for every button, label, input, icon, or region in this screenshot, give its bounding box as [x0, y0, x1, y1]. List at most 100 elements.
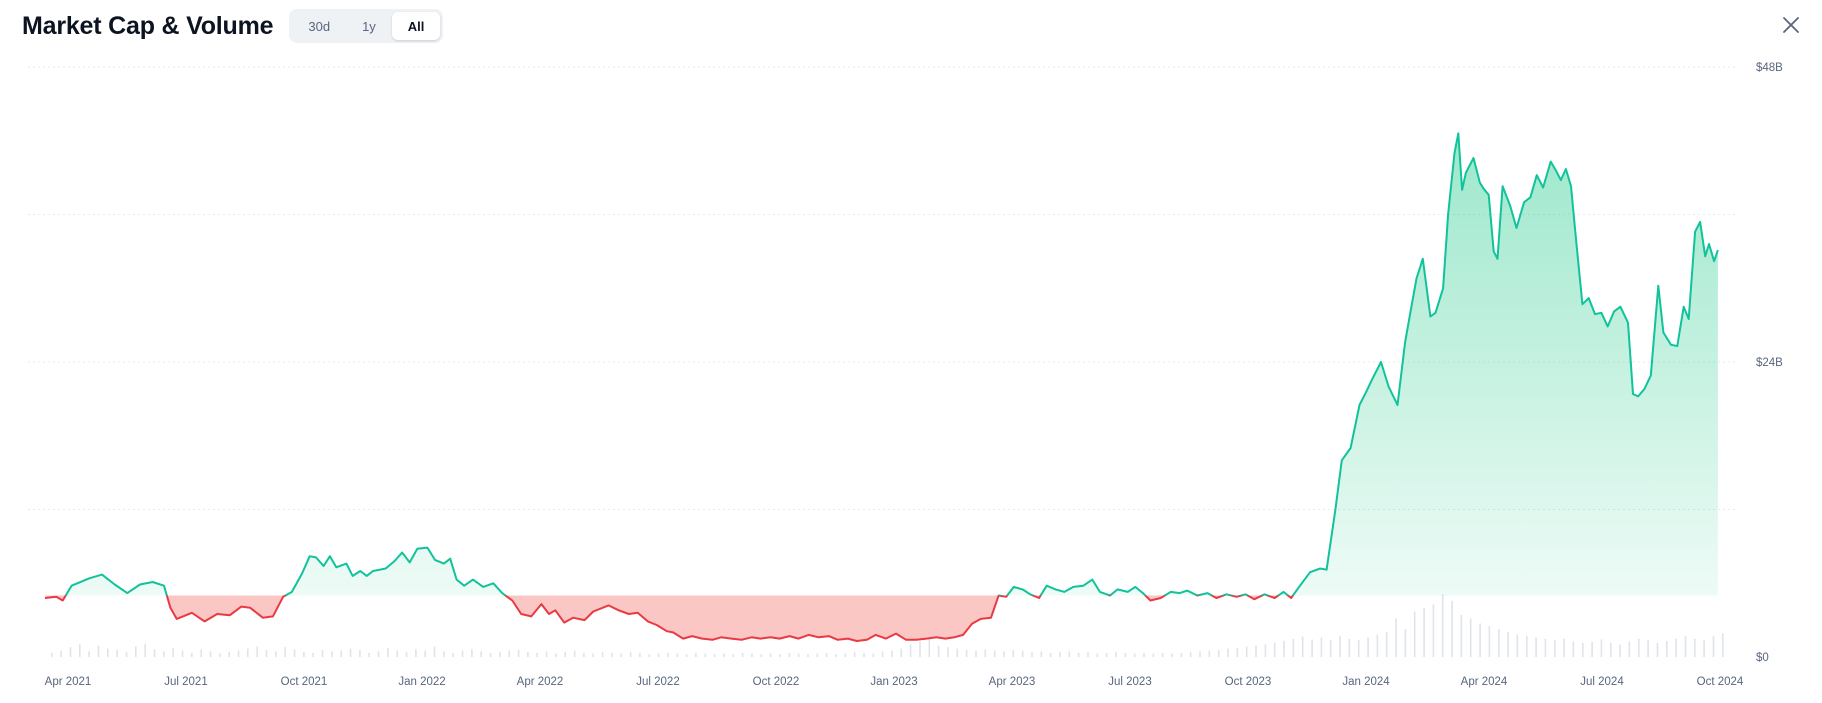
volume-bar [153, 649, 156, 657]
volume-bar [984, 649, 987, 657]
y-tick-label: $0 [1756, 652, 1769, 664]
volume-bar [1526, 636, 1528, 657]
volume-bar [116, 650, 118, 657]
volume-bar [443, 651, 445, 657]
volume-bar [1301, 636, 1304, 657]
x-tick-label: Jul 2022 [636, 676, 679, 688]
volume-bar [900, 648, 903, 657]
volume-bar [135, 646, 137, 657]
volume-bar [797, 653, 800, 657]
volume-bar [1544, 638, 1547, 657]
volume-bar [1638, 638, 1640, 657]
volume-bar [1367, 637, 1369, 657]
volume-bar [219, 653, 221, 657]
volume-bar [1245, 646, 1248, 657]
volume-bar [172, 647, 174, 657]
volume-bar [583, 652, 585, 657]
volume-bar [732, 654, 735, 657]
x-tick-label: Jan 2023 [870, 676, 917, 688]
volume-bar [555, 653, 557, 657]
volume-bar [1273, 643, 1276, 657]
volume-bar [303, 652, 305, 657]
volume-bar [947, 647, 949, 657]
volume-bar [284, 647, 286, 657]
volume-bar [993, 650, 996, 657]
range-selector: 30d 1y All [289, 9, 444, 43]
volume-bar [433, 646, 436, 657]
y-tick-label: $24B [1756, 357, 1783, 369]
volume-bar [713, 654, 716, 657]
range-30d-button[interactable]: 30d [292, 12, 346, 40]
volume-bar [79, 644, 81, 657]
volume-bar [1068, 651, 1071, 657]
volume-bar [1180, 652, 1183, 657]
volume-bar [975, 650, 977, 657]
volume-bar [573, 650, 576, 657]
volume-bar [1535, 637, 1537, 657]
volume-bar [863, 652, 865, 657]
volume-bar [1040, 651, 1043, 657]
volume-bar [667, 652, 669, 657]
volume-bar [779, 654, 781, 657]
volume-bar [60, 650, 62, 657]
volume-bar [1498, 629, 1500, 657]
volume-bar [452, 652, 454, 657]
volume-bar [396, 650, 398, 657]
volume-bar [508, 650, 510, 657]
series-line-below [44, 595, 1295, 642]
volume-bar [331, 651, 333, 657]
series-lines [44, 132, 1719, 642]
x-tick-label: Apr 2024 [1461, 676, 1508, 688]
volume-bar [1479, 623, 1481, 657]
volume-bar [1348, 638, 1351, 657]
volume-bar [1292, 638, 1295, 657]
volume-bar [517, 650, 520, 657]
volume-bar [1217, 650, 1220, 657]
volume-bar [1572, 641, 1575, 657]
range-1y-button[interactable]: 1y [346, 12, 392, 40]
volume-bar [247, 648, 249, 657]
volume-bar [639, 652, 641, 657]
volume-bar [349, 648, 352, 657]
volume-bar [181, 650, 184, 657]
volume-bar [881, 651, 884, 657]
volume-bar [1694, 638, 1696, 657]
volume-bar [1077, 652, 1080, 657]
volume-bar [1507, 631, 1509, 657]
volume-bar [321, 650, 324, 657]
volume-bar [1311, 639, 1313, 657]
volume-bar [695, 652, 697, 657]
volume-bar [648, 654, 651, 657]
range-all-button[interactable]: All [391, 12, 441, 40]
volume-bar [1582, 643, 1584, 657]
volume-bar [956, 648, 959, 657]
volume-bar [163, 651, 165, 657]
x-tick-label: Apr 2023 [989, 676, 1036, 688]
y-axis: $48B $24B $0 [1756, 62, 1783, 664]
volume-bar [1554, 640, 1556, 657]
volume-bar [1003, 651, 1005, 657]
volume-bar [816, 653, 819, 657]
chart-header: Market Cap & Volume 30d 1y All [22, 8, 444, 44]
close-icon [1783, 17, 1799, 33]
volume-bar [1227, 648, 1229, 657]
x-tick-label: Oct 2024 [1697, 676, 1744, 688]
volume-bar [723, 653, 725, 657]
volume-bar [405, 652, 408, 657]
volume-bar [685, 654, 688, 657]
x-axis: Apr 2021 Jul 2021 Oct 2021 Jan 2022 Apr 2022… [45, 676, 1744, 688]
volume-bar [601, 652, 604, 657]
volume-bar [1610, 643, 1612, 657]
volume-bar [1619, 644, 1621, 657]
volume-bar [499, 652, 501, 657]
volume-bar [275, 651, 277, 657]
volume-bar [1171, 653, 1173, 657]
volume-bar [471, 649, 473, 657]
close-button[interactable] [1778, 12, 1804, 38]
volume-bar [237, 650, 240, 657]
volume-bar [424, 650, 426, 657]
volume-bar [1087, 652, 1089, 657]
volume-bar [807, 654, 809, 657]
volume-bar [1339, 636, 1341, 657]
